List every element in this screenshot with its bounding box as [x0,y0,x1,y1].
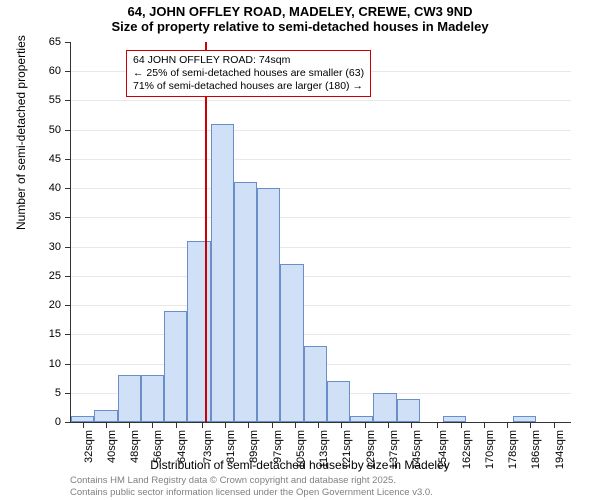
x-tick [484,422,485,428]
histogram-bar [234,182,257,422]
y-tick-label: 65 [49,36,71,48]
gridline [71,247,571,248]
reference-line [205,42,207,422]
x-tick [272,422,273,428]
y-tick-label: 40 [49,182,71,194]
footer-line1: Contains HM Land Registry data © Crown c… [70,475,433,486]
x-tick [225,422,226,428]
histogram-bar [164,311,187,422]
y-tick-label: 45 [49,153,71,165]
x-tick [248,422,249,428]
histogram-bar [443,416,466,422]
x-tick [176,422,177,428]
annotation-line3: 71% of semi-detached houses are larger (… [133,80,364,93]
gridline [71,334,571,335]
annotation-box: 64 JOHN OFFLEY ROAD: 74sqm ← 25% of semi… [126,50,371,97]
x-tick [295,422,296,428]
histogram-bar [280,264,303,422]
histogram-bar [350,416,373,422]
y-axis-title: Number of semi-detached properties [14,35,28,230]
x-tick [461,422,462,428]
y-tick-label: 5 [55,387,71,399]
y-tick-label: 0 [55,416,71,428]
chart-title-sub: Size of property relative to semi-detach… [0,19,600,36]
x-tick [202,422,203,428]
x-tick [341,422,342,428]
histogram-bar [118,375,141,422]
y-tick-label: 10 [49,358,71,370]
y-tick-label: 60 [49,65,71,77]
histogram-bar [94,410,117,422]
histogram-bar [397,399,420,422]
y-tick-label: 50 [49,124,71,136]
histogram-bar [141,375,164,422]
gridline [71,217,571,218]
histogram-bar [373,393,396,422]
gridline [71,188,571,189]
histogram-bar [513,416,536,422]
x-axis-title: Distribution of semi-detached houses by … [0,458,600,472]
gridline [71,100,571,101]
gridline [71,130,571,131]
annotation-line2: ← 25% of semi-detached houses are smalle… [133,67,364,80]
y-tick-label: 20 [49,299,71,311]
x-tick [152,422,153,428]
gridline [71,305,571,306]
histogram-bar [304,346,327,422]
histogram-bar [211,124,234,422]
chart-title-main: 64, JOHN OFFLEY ROAD, MADELEY, CREWE, CW… [0,0,600,19]
x-tick [411,422,412,428]
y-tick-label: 35 [49,211,71,223]
x-tick [554,422,555,428]
histogram-bar [257,188,280,422]
y-tick-label: 25 [49,270,71,282]
x-tick [106,422,107,428]
gridline [71,276,571,277]
y-tick-label: 30 [49,241,71,253]
x-tick [388,422,389,428]
footer-line2: Contains public sector information licen… [70,487,433,498]
plot-area: 0510152025303540455055606532sqm40sqm48sq… [70,42,571,423]
histogram-bar [327,381,350,422]
x-tick [507,422,508,428]
annotation-line1: 64 JOHN OFFLEY ROAD: 74sqm [133,54,364,67]
x-tick [365,422,366,428]
y-tick-label: 55 [49,94,71,106]
x-tick [83,422,84,428]
x-tick [129,422,130,428]
gridline [71,159,571,160]
x-tick [318,422,319,428]
x-tick [437,422,438,428]
y-tick-label: 15 [49,328,71,340]
footer-attribution: Contains HM Land Registry data © Crown c… [70,475,433,498]
histogram-bar [187,241,210,422]
x-tick [530,422,531,428]
